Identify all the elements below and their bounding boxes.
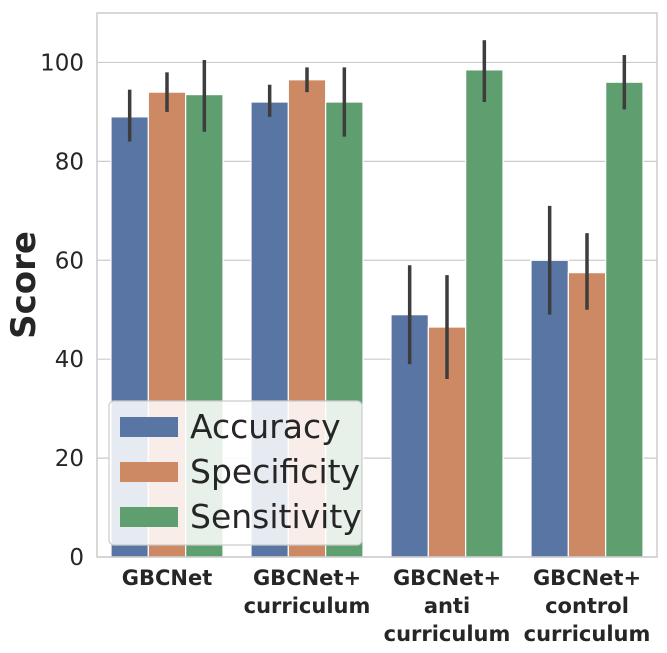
bar — [605, 81, 644, 558]
legend-label: Specificity — [190, 452, 360, 491]
legend: Accuracy Specificity Sensitivity — [108, 400, 363, 546]
error-bars — [127, 40, 627, 379]
x-tick-label: GBCNet+ anti curriculum — [384, 566, 511, 646]
x-tick-label: GBCNet — [122, 566, 213, 590]
y-tick-label: 80 — [55, 149, 84, 175]
legend-label: Accuracy — [190, 407, 341, 446]
y-tick-label: 0 — [69, 545, 84, 571]
bar — [465, 69, 504, 558]
y-axis-title: Score — [4, 231, 44, 339]
y-tick-label: 20 — [55, 446, 84, 472]
x-tick-label: GBCNet+ control curriculum — [524, 566, 651, 646]
bar — [567, 272, 607, 558]
legend-swatch — [120, 507, 178, 527]
legend-swatch — [120, 417, 178, 437]
y-tick-label: 100 — [40, 50, 84, 76]
y-tick-label: 60 — [55, 248, 84, 274]
legend-swatch — [120, 462, 178, 482]
legend-label: Sensitivity — [190, 497, 362, 536]
x-tick-label: GBCNet+ curriculum — [244, 566, 371, 618]
plot-frame — [96, 12, 658, 558]
y-tick-label: 40 — [55, 347, 84, 373]
y-axis-ticks: 0 20 40 60 80 100 — [40, 50, 84, 571]
